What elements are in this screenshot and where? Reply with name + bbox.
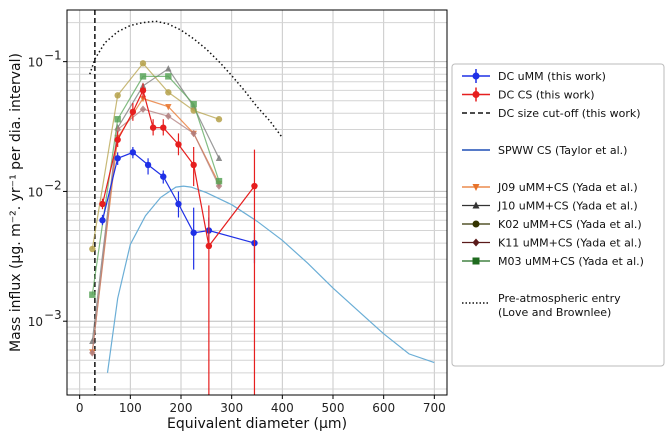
x-tick-label: 300 [220,401,243,415]
grid [67,10,447,395]
series-dc-umm-this-work [99,146,258,270]
data-point [139,60,147,67]
legend-entry: J09 uMM+CS (Yada et al.) [462,181,638,194]
data-point [215,154,223,161]
legend-label: DC size cut-off (this work) [498,107,641,120]
series-m03-umm-cs-yada-et-al [89,73,223,298]
legend-label: K02 uMM+CS (Yada et al.) [498,218,642,231]
data-point [114,116,121,123]
data-point [165,103,172,111]
data-point [144,161,152,169]
x-tick-label: 200 [170,401,193,415]
y-tick-exponent: −2 [44,178,62,192]
y-tick-label: 10 [28,185,43,199]
series-line [91,75,220,295]
series-line [91,67,220,342]
series-spww-cs-taylor-et-al [106,185,435,373]
x-tick-label: 600 [372,401,395,415]
series-dc-cs-this-work [99,83,258,395]
series-line [91,108,220,353]
y-tick-label: 10 [28,315,43,329]
data-point [165,65,172,72]
legend-label: SPWW CS (Taylor et al.) [498,144,627,157]
data-point [139,105,147,113]
data-point [160,173,167,180]
data-point [165,112,172,120]
data-point [129,108,137,116]
data-point [114,155,121,162]
legend-marker [472,201,480,209]
x-tick-label: 400 [271,401,294,415]
legend-label: (Love and Brownlee) [498,306,611,319]
series-k02-umm-cs-yada-et-al [89,60,223,253]
data-point [149,124,157,131]
legend-entry: K11 uMM+CS (Yada et al.) [462,237,642,250]
data-point [114,92,121,99]
series-layer [89,10,435,395]
data-point [165,89,172,96]
data-point [99,217,106,224]
series-j09-umm-cs-yada-et-al [89,95,223,356]
legend-label: J10 uMM+CS (Yada et al.) [497,200,638,213]
y-tick-label: 10 [28,56,43,70]
data-point [215,182,223,190]
legend-label: Pre-atmospheric entry [498,292,621,305]
legend-entry: Pre-atmospheric entry(Love and Brownlee) [462,292,621,319]
legend-entry: DC size cut-off (this work) [462,107,641,120]
series-line [106,185,435,373]
legend: DC uMM (this work) DC CS (this work) DC si… [451,63,665,367]
legend-marker [472,72,480,80]
data-point [190,129,197,138]
data-point [89,291,96,298]
data-point [215,177,223,185]
x-tick-label: 100 [119,401,142,415]
legend-entry: M03 uMM+CS (Yada et al.) [462,255,644,268]
series-line [91,62,220,250]
x-tick-label: 700 [423,401,446,415]
x-tick-label: 0 [76,401,84,415]
legend-label: K11 uMM+CS (Yada et al.) [498,237,642,250]
plot-frame [66,9,448,396]
data-point [114,136,121,143]
legend-entry: DC CS (this work) [462,87,595,102]
legend-label: DC CS (this work) [498,89,595,102]
x-axis-title: Equivalent diameter (μm) [167,416,347,432]
legend-label: M03 uMM+CS (Yada et al.) [498,255,644,268]
legend-entry: DC uMM (this work) [462,69,606,83]
data-point [139,73,147,80]
data-point [89,349,96,357]
legend-entry: J10 uMM+CS (Yada et al.) [462,200,638,213]
legend-box [451,63,665,367]
legend-entry: K02 uMM+CS (Yada et al.) [462,218,642,231]
data-point [129,149,137,156]
legend-marker [472,91,480,98]
legend-label: J09 uMM+CS (Yada et al.) [497,181,638,194]
data-point [175,141,182,148]
data-point [89,245,96,253]
y-tick-exponent: −3 [44,308,62,322]
legend-entry: SPWW CS (Taylor et al.) [462,144,627,157]
legend-marker [472,220,480,228]
data-point [139,87,147,94]
legend-marker [472,184,480,191]
data-point [251,182,258,190]
data-point [160,124,167,131]
data-point [190,229,197,236]
series-line [101,88,255,248]
data-point [165,73,172,80]
data-point [205,242,213,250]
y-tick-exponent: −1 [44,49,62,63]
data-point [190,100,197,108]
legend-marker [472,238,480,247]
data-point [215,116,223,123]
data-point [99,200,106,208]
x-tick-label: 500 [322,401,345,415]
data-point [175,200,182,208]
data-point [190,161,197,169]
legend-label: DC uMM (this work) [498,70,606,83]
legend-marker [472,257,480,265]
y-axis-title: Mass influx (μg. m⁻². yr⁻¹ per dia. inte… [8,53,24,352]
